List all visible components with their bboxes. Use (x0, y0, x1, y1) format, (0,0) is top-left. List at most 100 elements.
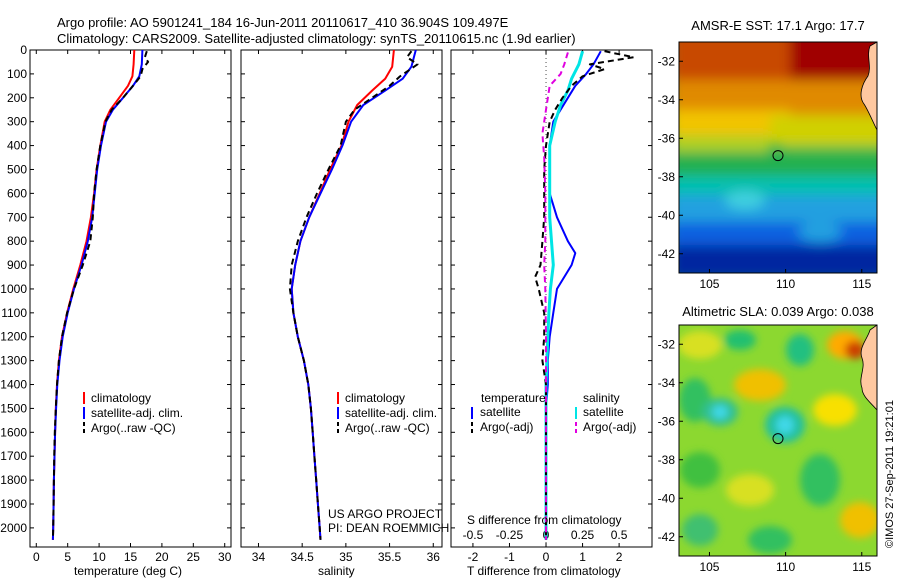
difference-series (534, 50, 635, 547)
x-tick-label: 35 (339, 550, 353, 564)
map-y-tick-label: -34 (658, 376, 676, 390)
legend-label: satellite-adj. clim. (91, 406, 183, 420)
x-tick-label: 36 (427, 550, 441, 564)
sst-heatmap (679, 42, 877, 273)
sla-map-axes: 105 110 115 -32 -34 -36 -38 -40 -42 (658, 337, 872, 574)
temperature-panel (29, 49, 232, 548)
y-tick-label: 900 (7, 258, 27, 272)
x-tick-label: 30 (218, 550, 232, 564)
x-tick-label: 34 (252, 550, 266, 564)
map-y-tick-label: -34 (658, 93, 676, 107)
series-line-argo-raw-qc (288, 50, 419, 540)
pi-credit: PI: DEAN ROEMMICH (328, 521, 449, 535)
x-tick-label: 34.5 (290, 550, 314, 564)
legend-label: satellite-adj. clim. (345, 406, 437, 420)
sla-map-title: Altimetric SLA: 0.039 Argo: 0.038 (682, 304, 874, 319)
series-line-satellite-adj-clim (51, 49, 144, 540)
y-tick-label: 300 (7, 115, 27, 129)
x-tick-label: 0 (33, 550, 40, 564)
y-tick-label: 400 (7, 139, 27, 153)
map-y-tick-label: -40 (658, 491, 676, 505)
legend-label: satellite (480, 405, 521, 419)
s-difference-label: S difference from climatology (467, 513, 622, 527)
sst-map-axes: 105 110 115 -32 -34 -36 -38 -40 -42 (658, 54, 872, 291)
legend-label: climatology (91, 391, 151, 405)
y-tick-label: 1700 (0, 449, 27, 463)
y-tick-label: 1600 (0, 425, 27, 439)
y-tick-label: 200 (7, 91, 27, 105)
s-tick-label: 0.5 (611, 528, 628, 542)
x-tick-label: -2 (468, 550, 479, 564)
s-tick-label: 0.25 (571, 528, 595, 542)
y-tick-label: 800 (7, 234, 27, 248)
map-y-tick-label: -32 (658, 54, 676, 68)
imos-stamp: ©IMOS 27-Sep-2011 19:21:01 (884, 400, 896, 548)
salinity-series (288, 49, 419, 540)
legend-label: Argo(..raw -QC) (91, 421, 176, 435)
salinity-legend: climatology satellite-adj. clim. Argo(..… (337, 391, 437, 435)
legend-header-salinity: salinity (583, 391, 620, 405)
s-tick-label: -0.5 (463, 528, 484, 542)
map-y-tick-label: -32 (658, 337, 676, 351)
x-tick-label: 15 (124, 550, 138, 564)
series-line-argo-raw-qc (51, 50, 150, 540)
salinity-xlabel: salinity (318, 564, 355, 578)
x-tick-label: 0 (543, 550, 550, 564)
series-line-t-argo-adj (534, 50, 635, 540)
y-tick-label: 700 (7, 210, 27, 224)
x-tick-label: 25 (187, 550, 201, 564)
y-tick-label: 0 (20, 43, 27, 57)
project-credit: US ARGO PROJECT (328, 507, 443, 521)
x-tick-label: 20 (155, 550, 169, 564)
x-tick-label: 5 (64, 550, 71, 564)
temperature-xlabel: temperature (deg C) (74, 564, 182, 578)
map-y-tick-label: -36 (658, 414, 676, 428)
map-x-tick-label: 110 (776, 560, 795, 574)
y-tick-label: 500 (7, 162, 27, 176)
map-y-tick-label: -36 (658, 131, 676, 145)
x-tick-label: 10 (92, 550, 106, 564)
y-tick-label: 600 (7, 186, 27, 200)
y-tick-label: 1500 (0, 401, 27, 415)
salinity-x-axis: 34 34.5 35 35.5 36 (252, 50, 440, 564)
legend-label: climatology (345, 391, 405, 405)
map-y-tick-label: -40 (658, 208, 676, 222)
series-line-s-argo-adj (541, 52, 569, 540)
y-tick-label: 1300 (0, 354, 27, 368)
legend-label: Argo(..raw -QC) (345, 421, 430, 435)
y-tick-label: 1800 (0, 473, 27, 487)
y-tick-label: 1000 (0, 282, 27, 296)
salinity-panel (240, 49, 443, 548)
temperature-series (51, 49, 150, 540)
legend-label: satellite (583, 405, 624, 419)
map-x-tick-label: 105 (699, 277, 719, 291)
y-tick-label: 1100 (1, 306, 27, 320)
x-tick-label: -1 (504, 550, 515, 564)
sst-map-frame (678, 41, 878, 274)
argo-position-marker (772, 150, 784, 162)
map-x-tick-label: 110 (776, 277, 795, 291)
s-tick-label: -0.25 (496, 528, 524, 542)
y-tick-label: 100 (7, 67, 27, 81)
map-y-tick-label: -38 (658, 453, 676, 467)
depth-axis: 0 100 200 300 400 500 600 700 800 900 1000 1100 1200… (0, 43, 652, 535)
map-x-tick-label: 105 (699, 560, 719, 574)
y-tick-label: 1400 (0, 378, 27, 392)
map-x-tick-label: 115 (852, 277, 871, 291)
x-tick-label: 35.5 (378, 550, 402, 564)
y-tick-label: 1200 (0, 330, 27, 344)
temperature-legend: climatology satellite-adj. clim. Argo(..… (83, 391, 183, 435)
x-tick-label: 1 (579, 550, 586, 564)
difference-x-axis: -2 -1 0 1 2-0.5 -0.25 0 0.25 0.5 (463, 50, 628, 564)
temperature-x-axis: 0 5 10 15 20 25 30 (33, 50, 232, 564)
legend-label: Argo(-adj) (583, 420, 636, 434)
y-tick-label: 2000 (0, 521, 27, 535)
figure-title-line2: Climatology: CARS2009. Satellite-adjuste… (57, 31, 576, 46)
sla-map-frame (678, 324, 878, 557)
sst-map-title: AMSR-E SST: 17.1 Argo: 17.7 (691, 18, 864, 33)
map-x-tick-label: 115 (852, 560, 871, 574)
legend-label: Argo(-adj) (480, 420, 533, 434)
difference-legend: temperature salinity satellite Argo(-adj… (471, 391, 636, 434)
sla-heatmap (679, 325, 877, 556)
